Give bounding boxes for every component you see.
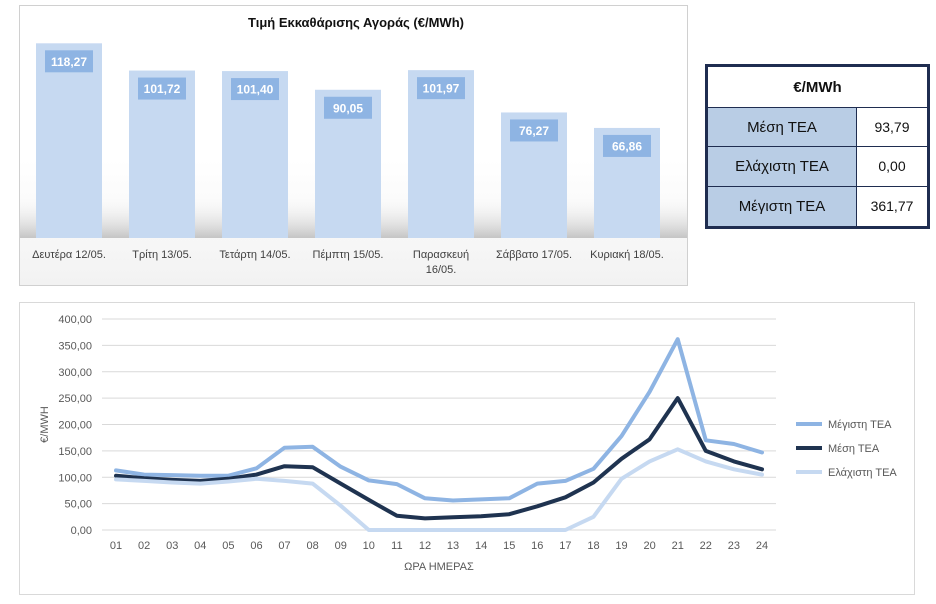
bar-category-label: 16/05. [426, 264, 457, 276]
legend-label: Ελάχιστη ΤΕΑ [828, 467, 897, 479]
x-tick-label: 17 [559, 540, 571, 552]
bar-chart-title: Τιμή Εκκαθάρισης Αγοράς (€/MWh) [248, 15, 464, 30]
series-line [114, 447, 764, 532]
stats-row-label: Μέση ΤΕΑ [706, 106, 857, 148]
bar-value-label: 101,72 [144, 82, 181, 96]
y-tick-label: 300,00 [58, 367, 92, 379]
y-tick-label: 50,00 [64, 499, 92, 511]
stats-row-value: 93,79 [856, 106, 929, 148]
x-tick-label: 07 [278, 540, 290, 552]
bar-value-label: 101,40 [237, 83, 274, 97]
y-axis-title: €/MWH [39, 406, 51, 443]
bar-category-label: Τρίτη 13/05. [132, 249, 192, 261]
bar-category-label: Δευτέρα 12/05. [32, 249, 106, 261]
stats-table: €/MWh Μέση ΤΕΑ 93,79 Ελάχιστη ΤΕΑ 0,00 Μ… [705, 64, 930, 229]
x-tick-label: 22 [700, 540, 712, 552]
x-tick-label: 05 [222, 540, 234, 552]
stats-row-label: Μέγιστη ΤΕΑ [706, 185, 857, 229]
stats-row-value: 361,77 [856, 185, 929, 229]
bar [36, 43, 102, 238]
bar-chart: Τιμή Εκκαθάρισης Αγοράς (€/MWh) 118,27 Δευ… [20, 10, 687, 276]
x-tick-label: 21 [672, 540, 684, 552]
bar-value-label-box [603, 134, 651, 157]
x-tick-label: 13 [447, 540, 459, 552]
stats-row-value: 0,00 [856, 146, 929, 187]
x-tick-label: 09 [335, 540, 347, 552]
bar-category-label: Κυριακή 18/05. [590, 249, 664, 261]
bar-value-label: 118,27 [51, 55, 87, 69]
bar-value-label: 90,05 [333, 101, 363, 115]
bar-value-label: 66,86 [612, 139, 642, 153]
bar-value-label: 76,27 [519, 124, 549, 138]
legend-label: Μέγιστη ΤΕΑ [828, 419, 892, 431]
x-tick-label: 23 [728, 540, 740, 552]
y-tick-label: 200,00 [58, 420, 92, 432]
y-tick-label: 150,00 [58, 446, 92, 458]
x-tick-label: 02 [138, 540, 150, 552]
bar-category-label: Παρασκευή [413, 249, 469, 261]
x-axis-title: ΩΡΑ ΗΜΕΡΑΣ [404, 561, 474, 573]
bar-chart-panel: Τιμή Εκκαθάρισης Αγοράς (€/MWh) 118,27 Δευ… [19, 5, 688, 286]
x-tick-label: 14 [475, 540, 487, 552]
series-line [114, 396, 764, 521]
bar-value-label-box [231, 78, 279, 101]
y-tick-label: 100,00 [58, 472, 92, 484]
series-line [114, 337, 764, 503]
line-chart: 0,00 50,00 100,00 150,00 200,00 250,00 300,00 3… [39, 314, 897, 573]
y-tick-label: 0,00 [71, 525, 92, 537]
x-tick-label: 01 [110, 540, 122, 552]
bar-title-bg [226, 10, 488, 34]
x-tick-label: 19 [615, 540, 627, 552]
x-tick-label: 10 [363, 540, 375, 552]
bar-category-label: Σάββατο 17/05. [496, 249, 572, 261]
x-tick-label: 04 [194, 540, 206, 552]
bar-value-label-box [45, 50, 93, 73]
x-tick-label: 12 [419, 540, 431, 552]
legend-label: Μέση ΤΕΑ [828, 443, 880, 455]
x-tick-label: 16 [531, 540, 543, 552]
bar-value-label: 101,97 [423, 82, 460, 96]
x-tick-label: 20 [644, 540, 656, 552]
y-tick-label: 400,00 [58, 314, 92, 326]
x-tick-label: 15 [503, 540, 515, 552]
y-tick-label: 250,00 [58, 393, 92, 405]
x-tick-label: 06 [250, 540, 262, 552]
stats-row-label: Ελάχιστη ΤΕΑ [706, 146, 857, 187]
line-chart-panel: 0,00 50,00 100,00 150,00 200,00 250,00 300,00 3… [19, 302, 915, 595]
bar-value-label-box [417, 77, 465, 100]
x-tick-label: 08 [307, 540, 319, 552]
bar-category-label: Πέμπτη 15/05. [313, 249, 384, 261]
x-tick-label: 24 [756, 540, 768, 552]
stats-table-header: €/MWh [706, 65, 929, 108]
bar-value-label-box [510, 119, 558, 142]
x-tick-label: 18 [587, 540, 599, 552]
x-tick-label: 03 [166, 540, 178, 552]
y-tick-label: 350,00 [58, 340, 92, 352]
bar-value-label-box [324, 96, 372, 119]
x-tick-label: 11 [391, 540, 402, 552]
bar-category-label: Τετάρτη 14/05. [219, 249, 290, 261]
bar-value-label-box [138, 77, 186, 100]
